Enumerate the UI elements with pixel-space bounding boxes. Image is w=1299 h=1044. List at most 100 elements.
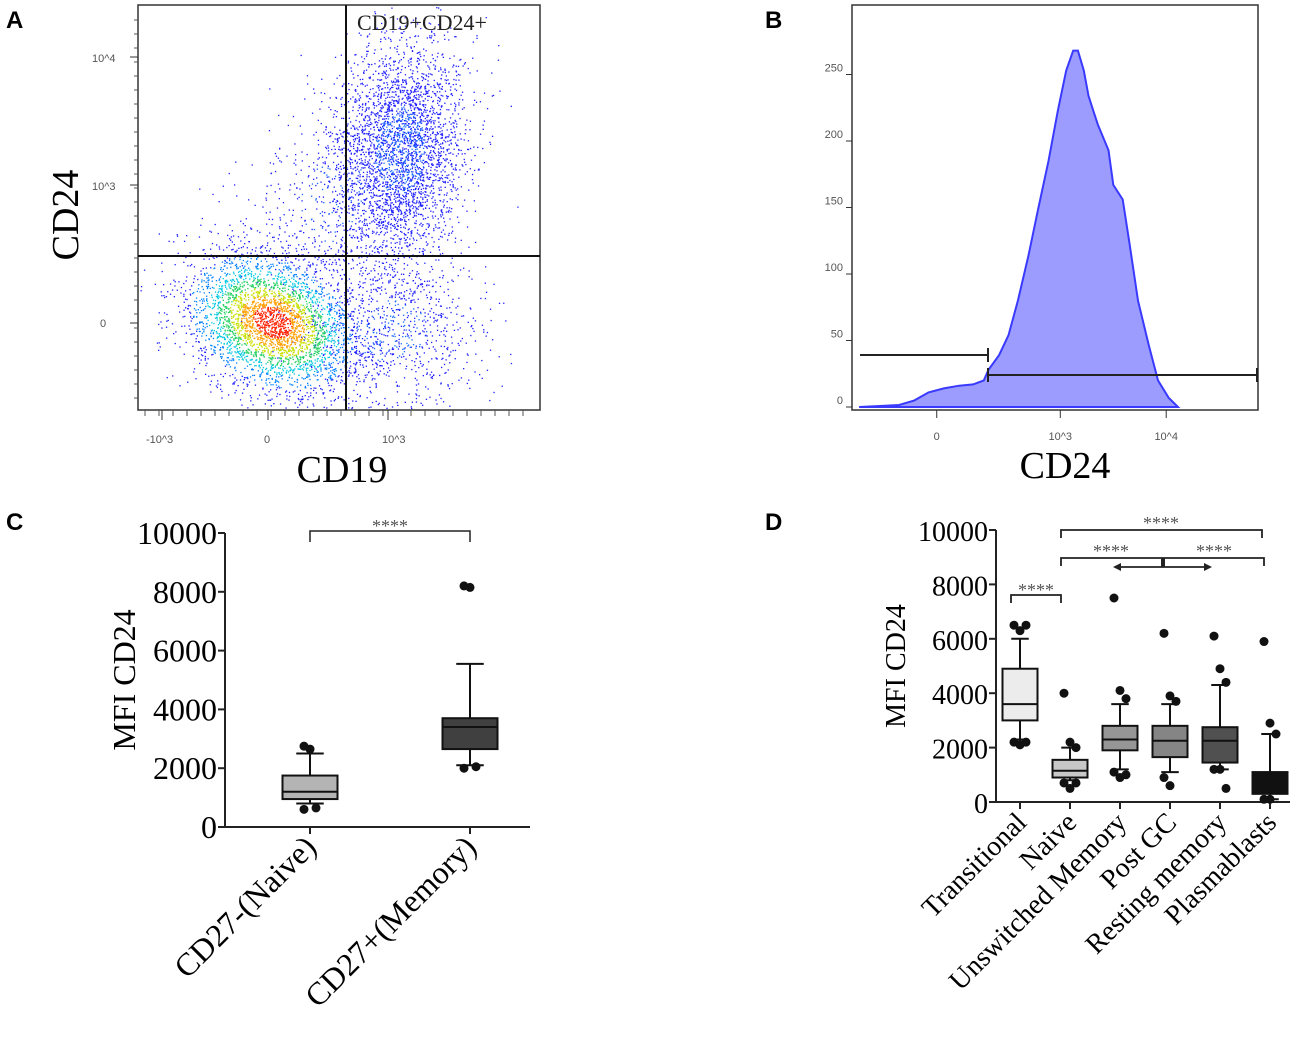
y-tick-label: 150	[825, 196, 843, 208]
y-axis-label: CD24	[45, 170, 87, 261]
outlier-point	[1071, 743, 1081, 753]
x-tick-label: 10^3	[382, 434, 406, 446]
x-axis-label: CD19	[297, 449, 388, 491]
box	[281, 774, 339, 801]
outlier-point	[1221, 783, 1231, 793]
x-tick-label: 10^3	[1049, 431, 1073, 443]
gate-label: CD19+CD24+	[357, 10, 487, 35]
panel-label-d: D	[765, 509, 782, 536]
outlier-point	[1265, 794, 1275, 804]
scatter-points	[140, 7, 519, 410]
box	[1201, 726, 1239, 764]
x-axis-label: CD24	[1020, 445, 1111, 487]
y-tick-label: 6000	[932, 626, 988, 657]
outlier-point	[1121, 694, 1131, 704]
outlier-point	[1065, 737, 1075, 747]
gate-left	[860, 348, 989, 362]
y-tick-label: 0	[837, 395, 843, 407]
y-tick-label: 4000	[932, 680, 988, 711]
y-tick-label: 50	[831, 329, 843, 341]
outlier-point	[1215, 664, 1225, 674]
y-tick-label: 10000	[918, 517, 988, 548]
outlier-point	[1015, 626, 1025, 636]
outlier-point	[1165, 691, 1175, 701]
category-label: CD27+(Memory)	[298, 828, 483, 1013]
outlier-point	[1109, 593, 1119, 603]
box-5: Resting memory	[1080, 631, 1239, 960]
outlier-point	[305, 744, 315, 754]
x-tick-label: 0	[264, 434, 270, 446]
box	[441, 717, 499, 751]
significance-bracket	[1010, 594, 1062, 603]
outlier-point	[1165, 781, 1175, 791]
outlier-point	[1109, 767, 1119, 777]
x-tick-label: 10^4	[1154, 431, 1178, 443]
significance-label: ****	[1093, 541, 1129, 561]
panel-d-boxplot: 0 2000 4000 6000 8000 10000 MFI CD24Transition…	[881, 513, 1290, 997]
y-tick-label: 200	[825, 129, 843, 141]
significance-bracket	[1060, 529, 1263, 538]
outlier-point	[1121, 770, 1131, 780]
outlier-point	[1209, 631, 1219, 641]
y-tick-label: 2000	[153, 750, 217, 786]
significance-label: ****	[1143, 513, 1179, 533]
outlier-point	[1221, 677, 1231, 687]
significance-bracket	[309, 530, 471, 542]
outlier-point	[1115, 685, 1125, 695]
box	[1101, 724, 1139, 752]
y-axis-label: MFI CD24	[106, 609, 142, 750]
outlier-point	[1059, 778, 1069, 788]
outlier-point	[1265, 718, 1275, 728]
outlier-point	[465, 582, 475, 592]
box	[1051, 758, 1089, 779]
category-label: CD27-(Naive)	[167, 828, 323, 984]
significance-label: ****	[1196, 541, 1232, 561]
y-tick-label: 0	[100, 318, 106, 330]
box	[1001, 667, 1039, 722]
y-tick-label: 4000	[153, 691, 217, 727]
gate-right	[987, 368, 1258, 382]
outlier-point	[1159, 773, 1169, 783]
y-tick-label: 10^3	[92, 181, 116, 193]
panel-label-c: C	[6, 509, 23, 536]
y-tick-label: 0	[201, 809, 217, 845]
outlier-point	[1215, 764, 1225, 774]
y-tick-label: 0	[974, 789, 988, 820]
outlier-point	[1159, 628, 1169, 638]
outlier-point	[1065, 783, 1075, 793]
plot-frame	[137, 4, 541, 411]
outlier-point	[471, 762, 481, 772]
outlier-point	[459, 763, 469, 773]
y-tick-label: 8000	[932, 571, 988, 602]
outlier-point	[1071, 778, 1081, 788]
panel-c-boxplot: 0 2000 4000 6000 8000 10000 MFI CD24 CD27-(Naiv…	[106, 515, 530, 1014]
outlier-point	[1059, 688, 1069, 698]
outlier-point	[311, 803, 321, 813]
outlier-point	[1271, 729, 1281, 739]
panel-b-histogram: 0 50 100 150 200 250 0 10^3 10^4 CD24	[825, 4, 1259, 487]
panel-a-scatter: CD19+CD24+ 10^4 10^3 0 -10^3 0 10^3 CD19…	[45, 4, 541, 491]
y-tick-label: 10000	[137, 515, 217, 551]
x-tick-label: 0	[934, 431, 940, 443]
y-tick-label: 2000	[932, 735, 988, 766]
x-tick-label: -10^3	[146, 434, 173, 446]
y-tick-label: 100	[825, 262, 843, 274]
box-1: Transitional	[916, 620, 1039, 924]
histogram-area	[859, 49, 1181, 408]
outlier-point	[1171, 696, 1181, 706]
y-tick-label: 10^4	[92, 53, 116, 65]
y-tick-label: 8000	[153, 574, 217, 610]
outlier-point	[1009, 620, 1019, 630]
panel-label-b: B	[765, 7, 782, 34]
y-tick-label: 6000	[153, 633, 217, 669]
outlier-point	[1021, 620, 1031, 630]
outlier-point	[1259, 637, 1269, 647]
outlier-point	[299, 804, 309, 814]
panel-label-a: A	[6, 7, 23, 34]
significance-label: ****	[372, 516, 408, 536]
outlier-point	[1021, 737, 1031, 747]
y-axis-label: MFI CD24	[881, 604, 912, 728]
significance-label: ****	[1018, 580, 1054, 600]
